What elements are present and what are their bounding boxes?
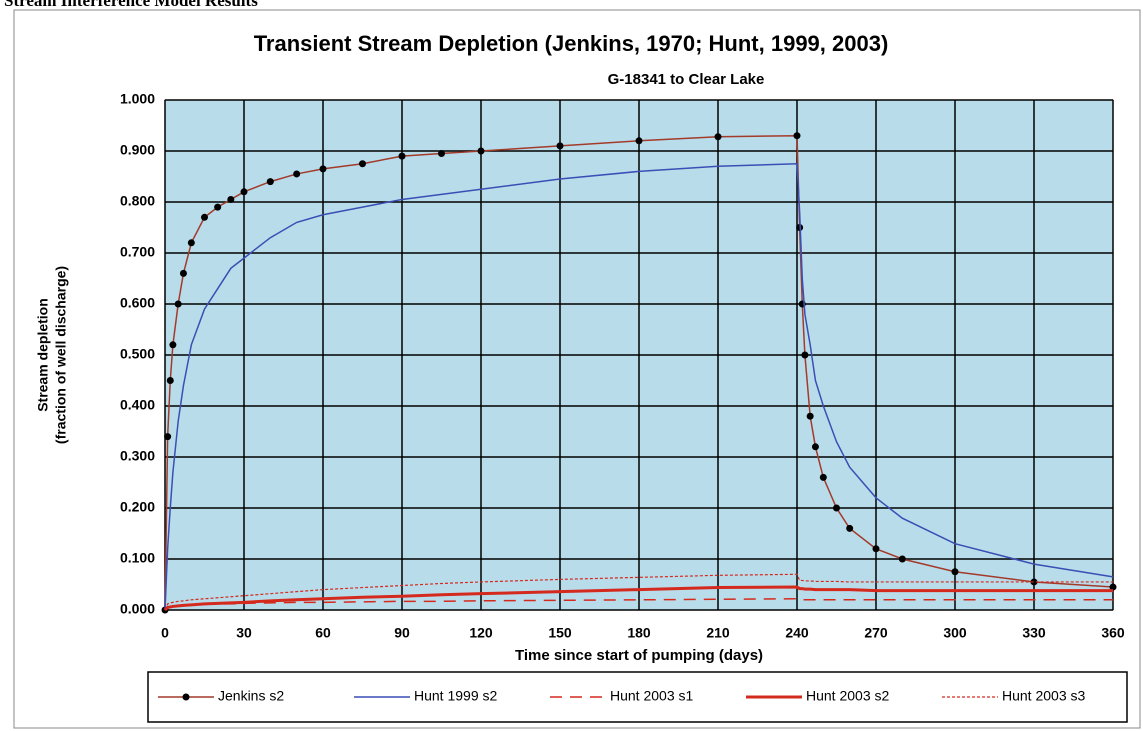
- series-marker: [793, 132, 801, 140]
- series-marker: [811, 443, 819, 451]
- y-tick-label: 0.300: [120, 448, 155, 464]
- series-marker: [898, 555, 906, 563]
- x-tick-label: 150: [548, 625, 572, 641]
- x-tick-label: 240: [785, 625, 809, 641]
- series-line: [163, 585, 1113, 612]
- legend-label: Hunt 1999 s2: [414, 688, 497, 704]
- series-marker: [319, 165, 327, 173]
- y-tick-label: 0.400: [120, 397, 155, 413]
- x-tick-label: 300: [943, 625, 967, 641]
- series-marker: [1030, 578, 1038, 586]
- series-marker: [174, 300, 182, 308]
- series-marker: [438, 150, 445, 158]
- series-marker: [166, 377, 174, 384]
- series-marker: [201, 213, 208, 221]
- x-tick-label: 180: [627, 625, 651, 641]
- series-line: [164, 162, 1114, 611]
- series-marker: [951, 568, 959, 576]
- x-axis-label: Time since start of pumping (days): [515, 647, 763, 664]
- series-marker: [266, 178, 274, 186]
- x-tick-label: 60: [315, 625, 331, 641]
- series-marker: [359, 160, 366, 168]
- series-marker: [227, 195, 235, 203]
- legend-label: Hunt 2003 s2: [806, 688, 889, 704]
- series-marker: [1109, 583, 1117, 591]
- series-marker: [819, 473, 827, 481]
- legend-label: Jenkins s2: [218, 688, 284, 704]
- y-tick-label: 0.700: [120, 244, 155, 260]
- series-marker: [169, 341, 177, 349]
- x-tick-label: 30: [236, 625, 252, 641]
- y-axis-label-line: (fraction of well discharge): [53, 266, 69, 444]
- x-tick-label: 270: [864, 625, 888, 641]
- x-tick-label: 120: [469, 625, 493, 641]
- series-marker: [714, 133, 722, 141]
- y-tick-label: 0.000: [120, 601, 155, 617]
- series-marker: [806, 412, 814, 420]
- y-axis-label-line: Stream depletion: [35, 298, 51, 412]
- series-line: [164, 573, 1113, 611]
- series-marker: [164, 433, 172, 441]
- series-marker: [872, 545, 880, 553]
- legend-marker: [182, 693, 190, 701]
- series-marker: [635, 137, 643, 145]
- x-tick-label: 90: [394, 625, 410, 641]
- y-tick-label: 0.900: [120, 142, 155, 158]
- series-marker: [179, 269, 187, 277]
- legend-label: Hunt 2003 s1: [610, 688, 693, 704]
- series-marker: [214, 203, 222, 211]
- chart-subtitle: G-18341 to Clear Lake: [608, 71, 765, 88]
- y-tick-label: 0.600: [120, 295, 155, 311]
- series-marker: [398, 152, 406, 160]
- series-marker: [293, 170, 301, 178]
- y-tick-label: 0.800: [120, 193, 155, 209]
- series-marker: [556, 142, 564, 150]
- y-tick-label: 0.100: [120, 550, 155, 566]
- chart-title: Transient Stream Depletion (Jenkins, 197…: [254, 31, 889, 56]
- series-marker: [240, 188, 248, 196]
- series-marker: [846, 524, 854, 532]
- x-tick-label: 0: [161, 625, 169, 641]
- page-title: Stream Interference Model Results: [4, 0, 258, 10]
- y-tick-label: 0.500: [120, 346, 155, 362]
- series-marker: [187, 239, 195, 247]
- series-marker: [477, 147, 485, 155]
- y-axis-label: Stream depletion (fraction of well disch…: [35, 266, 69, 444]
- series-marker: [833, 504, 840, 512]
- x-tick-label: 210: [706, 625, 730, 641]
- x-tick-label: 330: [1022, 625, 1046, 641]
- y-tick-label: 0.200: [120, 499, 155, 515]
- series-marker: [801, 351, 809, 359]
- y-tick-label: 1.000: [120, 91, 155, 107]
- legend-label: Hunt 2003 s3: [1002, 688, 1085, 704]
- x-tick-label: 360: [1101, 625, 1125, 641]
